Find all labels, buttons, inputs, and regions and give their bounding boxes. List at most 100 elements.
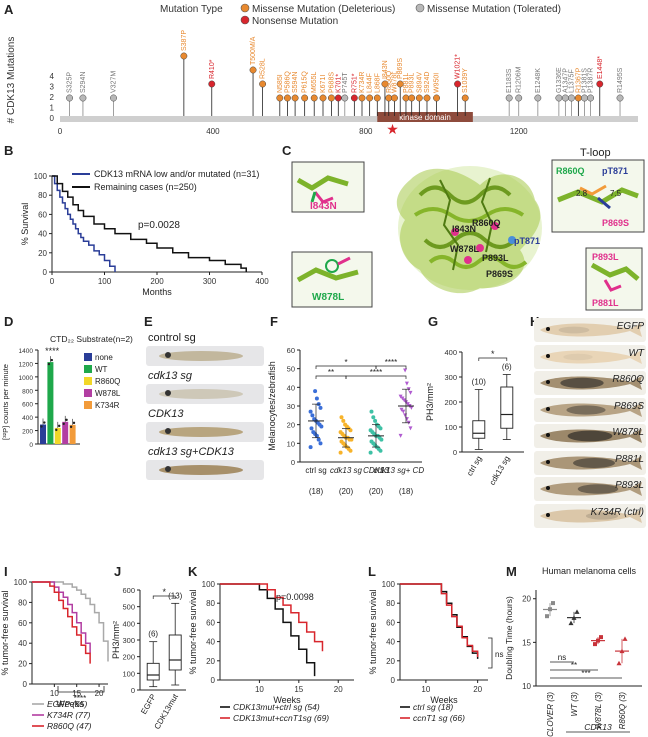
y-tick-1: 20 bbox=[386, 657, 395, 666]
category-label-1: cdk13 sg bbox=[330, 466, 363, 475]
point-2-19 bbox=[369, 409, 374, 414]
lollipop-head-32 bbox=[515, 94, 523, 102]
panel-letter-M: M bbox=[506, 564, 517, 579]
p-value: p=0.0098 bbox=[276, 592, 314, 602]
y-tick-0: 0 bbox=[50, 114, 55, 123]
mutation-label-0: S325P bbox=[67, 72, 74, 93]
legend-dot-2 bbox=[415, 3, 425, 13]
survival-curve-1 bbox=[220, 583, 324, 652]
lollipop-head-15 bbox=[341, 94, 349, 102]
inset-label-w878l: W878L bbox=[312, 292, 344, 303]
sig-label-1: **** bbox=[370, 368, 382, 377]
legend-label-1: CDK13mut+ccnT1sg (69) bbox=[233, 713, 329, 723]
point-0-11 bbox=[312, 417, 317, 422]
mutation-label-14: K701* bbox=[335, 74, 342, 93]
lollipop-head-21 bbox=[385, 94, 393, 102]
bar-0 bbox=[40, 424, 46, 444]
y-axis-label: % tumor-free survival bbox=[188, 589, 198, 674]
inset-label-i843n: I843N bbox=[310, 201, 337, 212]
point-0-5 bbox=[311, 430, 316, 435]
p-value: p=0.0028 bbox=[138, 220, 180, 231]
lollipop-head-9 bbox=[291, 94, 299, 102]
panel-letter-C: C bbox=[282, 143, 292, 158]
lollipop-head-25 bbox=[408, 94, 416, 102]
y-tick-1: 100 bbox=[122, 669, 135, 678]
survival-curve-2 bbox=[32, 581, 91, 664]
y-tick-1: 20 bbox=[206, 657, 215, 666]
category-label-1: WT (3) bbox=[570, 692, 579, 717]
y-tick-0: 0 bbox=[23, 680, 28, 689]
lollipop-head-1 bbox=[79, 94, 87, 102]
panel-letter-K: K bbox=[188, 564, 198, 579]
tloop-pt871: pT871 bbox=[602, 166, 628, 176]
mutation-label-29: W1021* bbox=[455, 54, 462, 79]
dot-chart-m: Human melanoma cells 10 15 20 Doubling Time … bbox=[504, 566, 642, 737]
x-tick-2: 200 bbox=[150, 277, 164, 286]
legend-label-1: K734R (77) bbox=[47, 710, 91, 720]
y-tick-6: 60 bbox=[287, 346, 295, 355]
y-tick-4: 80 bbox=[386, 599, 395, 608]
kinase-domain-label: kinase domain bbox=[399, 113, 451, 122]
point-1-6 bbox=[339, 439, 344, 444]
panel-letter-B: B bbox=[4, 143, 14, 158]
mutation-label-6: R528L bbox=[260, 58, 267, 79]
mutation-label-13: P688S bbox=[328, 72, 335, 93]
y-tick-2: 400 bbox=[22, 415, 33, 422]
lollipop-head-28 bbox=[433, 94, 440, 102]
sig-bracket bbox=[152, 595, 176, 599]
y-tick-4: 40 bbox=[287, 383, 295, 392]
point-3-17 bbox=[403, 368, 408, 373]
legend-label-3: W878L bbox=[95, 389, 121, 398]
lollipop-head-34 bbox=[555, 94, 563, 102]
point-0-14 bbox=[318, 405, 323, 410]
point-3-1 bbox=[619, 648, 625, 654]
x-tick-2: 20 bbox=[334, 685, 343, 694]
point-3-6 bbox=[399, 407, 404, 412]
point-1-19 bbox=[339, 415, 344, 420]
legend-label-1: ccnT1 sg (66) bbox=[413, 713, 465, 723]
point-3-0 bbox=[398, 433, 403, 438]
tumor-fish-photo-3: P869S bbox=[534, 397, 646, 422]
x-tick-4: 400 bbox=[255, 277, 269, 286]
point-0-2 bbox=[551, 601, 555, 606]
lollipop-head-0 bbox=[66, 94, 74, 102]
mutation-label-5: T500M/A bbox=[250, 36, 257, 65]
n-label-1: (20) bbox=[339, 487, 354, 496]
tumor-fish-label-1: WT bbox=[628, 347, 644, 359]
point-1-0 bbox=[568, 620, 574, 626]
sig-label: ns bbox=[495, 650, 503, 659]
bar-chart-d: CTD₂₂ Substrate(n=2) 0 200 400 600 800 1000 120… bbox=[1, 334, 133, 449]
dot-b-2 bbox=[58, 424, 61, 428]
legend-label-1: Remaining cases (n=250) bbox=[94, 182, 197, 192]
lollipop-head-5 bbox=[249, 66, 257, 74]
n-label-0: (10) bbox=[472, 378, 487, 387]
point-0-1 bbox=[318, 441, 323, 446]
y-tick-0: 0 bbox=[453, 448, 457, 457]
lollipop-head-13 bbox=[327, 94, 335, 102]
label-rescue: cdk13 sg+CDK13 bbox=[148, 446, 234, 458]
y-axis-label: # CDK13 Mutations bbox=[6, 37, 17, 124]
dot-b-3 bbox=[65, 418, 68, 422]
lollipop-head-35 bbox=[561, 94, 569, 102]
mutation-label-15: P745T bbox=[342, 72, 349, 93]
lollipop-head-22 bbox=[391, 94, 398, 102]
dot-a-0 bbox=[40, 425, 43, 428]
significance-stars: **** bbox=[45, 346, 60, 356]
y-tick-2: 40 bbox=[386, 638, 395, 647]
n-label-1: (6) bbox=[502, 363, 512, 372]
tumor-fish-label-0: EGFP bbox=[616, 321, 644, 332]
inset-w878l: W878L bbox=[291, 251, 373, 308]
point-3-7 bbox=[409, 405, 414, 410]
y-tick-2: 200 bbox=[444, 398, 457, 407]
y-axis-label: PH3/mm² bbox=[111, 621, 121, 659]
x-tick-1: 15 bbox=[72, 689, 81, 698]
y-tick-3: 60 bbox=[386, 618, 395, 627]
point-3-2 bbox=[622, 636, 628, 641]
survival-curve-0 bbox=[32, 581, 109, 662]
y-tick-0: 10 bbox=[522, 682, 531, 691]
mutation-label-33: E1248K bbox=[535, 68, 542, 93]
zebrafish-tumor-images-h: EGFP WT R860Q P869S W878L P881L P893L K734R (ct… bbox=[534, 318, 646, 530]
y-tick-3: 600 bbox=[22, 402, 33, 409]
mutation-label-7: N585I bbox=[277, 74, 284, 93]
point-2-2 bbox=[599, 635, 603, 640]
